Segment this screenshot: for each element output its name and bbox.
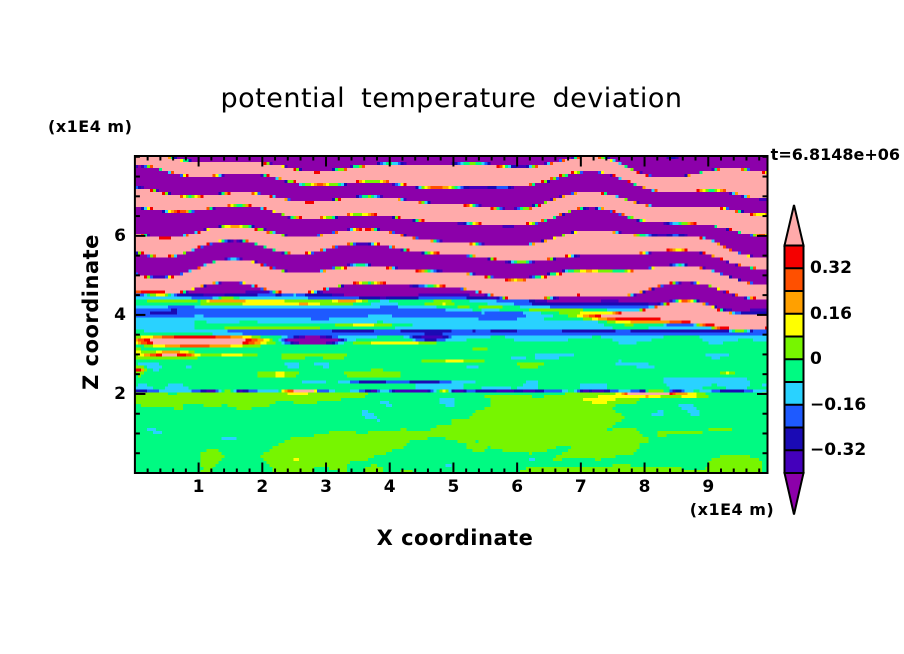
z-tick-label: 6: [114, 225, 126, 246]
colorbar: [783, 204, 805, 515]
plot-frame: [133, 155, 769, 474]
z-axis-ticks: [134, 155, 768, 455]
x-tick-label: 3: [320, 477, 332, 497]
colorbar-tick-label: −0.16: [810, 394, 867, 415]
x-tick-label: 7: [574, 477, 587, 497]
colorbar-tick-label: −0.32: [810, 440, 867, 461]
x-tick-label: 8: [638, 477, 651, 497]
colorbar-tick-label: 0: [810, 349, 822, 370]
x-axis-title: X coordinate: [376, 526, 534, 550]
colorbar-tick-label: 0.16: [810, 303, 852, 324]
chart-title: potential temperature deviation: [220, 83, 683, 114]
z-tick-label: 4: [114, 304, 126, 325]
x-tick-label: 1: [192, 477, 205, 497]
x-tick-label: 5: [447, 477, 460, 497]
z-tick-label: 2: [114, 383, 126, 404]
heatmap-field: [135, 156, 768, 473]
time-annotation: t=6.8148e+06: [770, 145, 900, 164]
x-tick-label: 9: [702, 477, 715, 497]
z-axis-unit-label: (x1E4 m): [48, 117, 133, 136]
x-axis-unit-label: (x1E4 m): [689, 500, 775, 519]
colorbar-tick-label: 0.32: [810, 258, 852, 279]
colorbar-over-arrow: [783, 204, 805, 247]
x-tick-label: 4: [383, 477, 396, 497]
colorbar-under-arrow: [783, 472, 805, 515]
x-tick-label: 2: [256, 477, 269, 497]
x-axis-ticks: [146, 156, 761, 473]
x-tick-label: 6: [511, 477, 524, 497]
